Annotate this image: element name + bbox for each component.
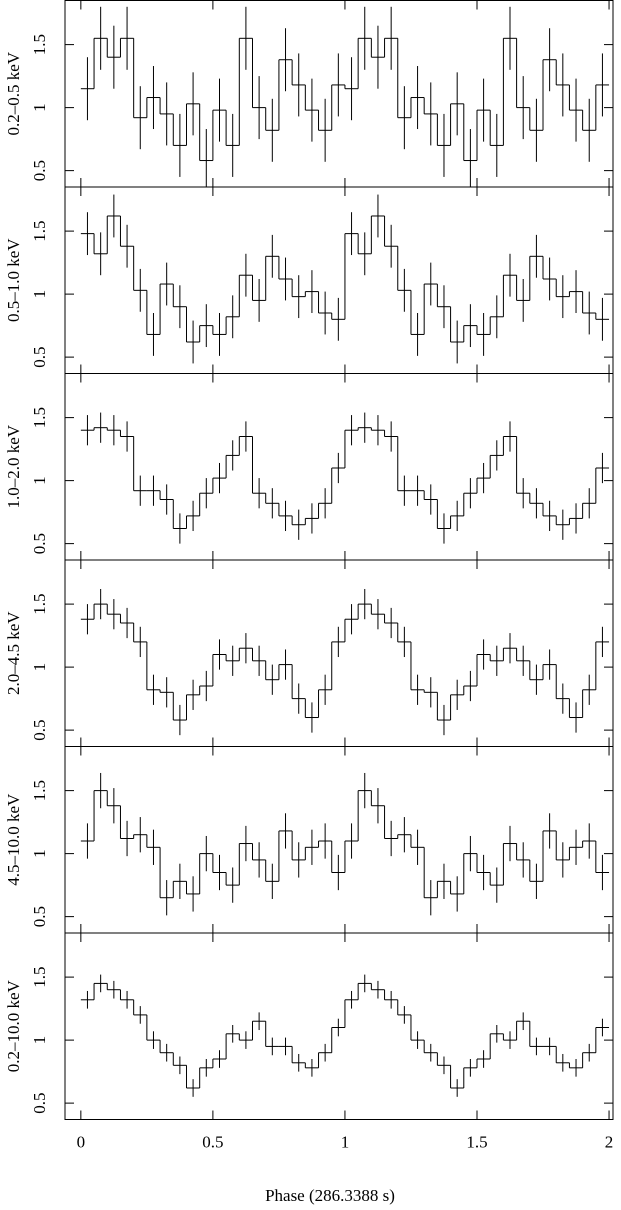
y-tick-label: 0.5 bbox=[30, 346, 49, 367]
panel-frame bbox=[64, 186, 614, 374]
x-tick-label: 1 bbox=[341, 1132, 350, 1151]
y-tick-label: 1.5 bbox=[30, 966, 49, 987]
x-tick-label: 1.5 bbox=[466, 1132, 487, 1151]
y-tick-label: 1 bbox=[30, 663, 49, 672]
x-tick-label: 0 bbox=[77, 1132, 86, 1151]
x-tick-label: 2 bbox=[605, 1132, 614, 1151]
y-tick-label: 0.5 bbox=[30, 1092, 49, 1113]
y-tick-label: 1.5 bbox=[30, 34, 49, 55]
panel-frame bbox=[64, 373, 614, 561]
y-tick-label: 1 bbox=[30, 290, 49, 299]
y-tick-label: 1 bbox=[30, 1036, 49, 1045]
x-tick-label: 0.5 bbox=[202, 1132, 223, 1151]
y-tick-label: 0.5 bbox=[30, 533, 49, 554]
y-axis-label: 4.5–10.0 keV bbox=[4, 793, 23, 886]
y-tick-label: 0.5 bbox=[30, 719, 49, 740]
y-tick-label: 1.5 bbox=[30, 593, 49, 614]
y-tick-label: 1 bbox=[30, 103, 49, 112]
y-tick-label: 1 bbox=[30, 476, 49, 485]
y-tick-label: 0.5 bbox=[30, 906, 49, 927]
y-tick-label: 0.5 bbox=[30, 160, 49, 181]
y-axis-label: 0.5–1.0 keV bbox=[4, 238, 23, 322]
panel-frame bbox=[64, 0, 614, 188]
y-tick-label: 1.5 bbox=[30, 220, 49, 241]
y-tick-label: 1.5 bbox=[30, 407, 49, 428]
panel-frame bbox=[64, 932, 614, 1120]
y-axis-label: 0.2–10.0 keV bbox=[4, 979, 23, 1072]
y-axis-label: 1.0–2.0 keV bbox=[4, 424, 23, 508]
y-axis-label: 2.0–4.5 keV bbox=[4, 611, 23, 695]
x-axis-label: Phase (286.3388 s) bbox=[265, 1186, 395, 1205]
y-tick-label: 1.5 bbox=[30, 780, 49, 801]
y-axis-label: 0.2–0.5 keV bbox=[4, 51, 23, 135]
y-tick-label: 1 bbox=[30, 849, 49, 858]
